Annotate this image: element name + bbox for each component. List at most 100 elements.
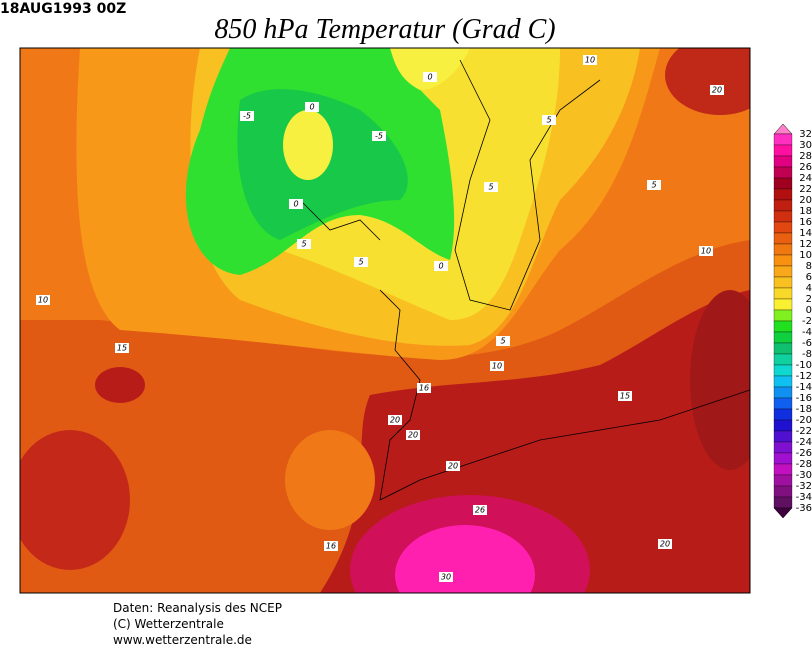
contour-label-bg [417,383,431,393]
colorbar-segment [773,408,793,421]
colorbar-segment [773,474,793,487]
contour-label-bg [36,295,50,305]
footer-line: Daten: Reanalysis des NCEP [113,601,282,615]
colorbar-segment [773,496,793,509]
colorbar-segment [773,265,793,278]
colorbar-segment [773,397,793,410]
colorbar-label: -32 [796,481,812,492]
colorbar-segment [773,364,793,377]
colorbar-segment [773,166,793,179]
contour-label-bg [406,430,420,440]
colorbar-end [773,123,793,135]
colorbar-label: 0 [806,305,812,316]
contour-label: 0 [427,73,432,82]
contour-label-bg [618,391,632,401]
contour-label: 5 [546,116,551,125]
contour-label-bg [484,182,498,192]
contour-label-bg [305,102,319,112]
colorbar-label: -36 [796,503,812,514]
colorbar-segment [773,430,793,443]
colorbar-segment [773,375,793,388]
contour-label-bg [658,539,672,549]
colorbar-label: 4 [806,283,812,294]
colorbar-label: 28 [799,151,812,162]
contour-label: 16 [419,384,429,393]
colorbar-segment [773,254,793,267]
contour-label: 5 [488,183,493,192]
contour-label-bg [473,505,487,515]
contour-label: 0 [293,200,298,209]
contour-label: 15 [117,344,127,353]
colorbar-label: -26 [796,448,812,459]
colorbar-segment [773,353,793,366]
contour-label: 5 [358,258,363,267]
colorbar-label: 8 [806,261,812,272]
contour-label-bg [388,415,402,425]
contour-label: 5 [500,337,505,346]
colorbar-segment [773,188,793,201]
contour-label-bg [354,257,368,267]
colorbar-label: -28 [796,459,812,470]
contour-label-bg [324,541,338,551]
colorbar-label: 20 [799,195,812,206]
contour-label-bg [647,180,661,190]
contour-label-bg [289,199,303,209]
colorbar-segment [773,320,793,333]
contour-label-bg [446,461,460,471]
colorbar-label: 6 [806,272,812,283]
colorbar-segment [773,177,793,190]
contour-label-bg [423,72,437,82]
contour-label: 0 [309,103,314,112]
colorbar-label: 18 [799,206,812,217]
colorbar-segment [773,144,793,157]
colorbar-label: -16 [796,393,812,404]
contour-label-bg [434,261,448,271]
colorbar-segment [773,221,793,234]
colorbar-label: -6 [802,338,812,349]
colorbar-segment [773,441,793,454]
map-frame [19,47,751,594]
contour-label-bg [372,131,386,141]
contour-label: 20 [408,431,418,440]
colorbar-end [773,507,793,519]
colorbar-label: -4 [802,327,812,338]
contour-label: 20 [448,462,458,471]
temperature-field [20,48,750,593]
colorbar-segment [773,419,793,432]
colorbar-label: 26 [799,162,812,173]
colorbar-label: -20 [796,415,812,426]
colorbar-label: -10 [796,360,812,371]
contour-label: 10 [585,56,595,65]
contour-label: 15 [620,392,630,401]
colorbar-segment [773,386,793,399]
colorbar-label: -34 [796,492,812,503]
colorbar-label: -2 [802,316,812,327]
contour-label: -5 [375,132,383,141]
title: 850 hPa Temperatur (Grad C) [214,14,555,45]
colorbar-label: -18 [796,404,812,415]
contour-label: 0 [438,262,443,271]
colorbar-segment [773,287,793,300]
contour-label: 10 [38,296,48,305]
contour-label: 16 [326,542,336,551]
colorbar-label: 32 [799,129,812,140]
colorbar-segment [773,298,793,311]
contour-label: 10 [701,247,711,256]
contour-label: 20 [712,86,722,95]
colorbar-segment [773,155,793,168]
contour-label-bg [439,572,453,582]
colorbar-label: -8 [802,349,812,360]
colorbar-label: 2 [806,294,812,305]
colorbar-label: -14 [796,382,812,393]
colorbar-label: -22 [796,426,812,437]
colorbar-label: 16 [799,217,812,228]
contour-label-bg [496,336,510,346]
colorbar-segment [773,243,793,256]
date: 18AUG1993 00Z [0,1,126,17]
contour-label-bg [490,361,504,371]
contour-label-bg [240,111,254,121]
contour-label: 20 [390,416,400,425]
colorbar-segment [773,331,793,344]
contour-label-bg [583,55,597,65]
colorbar-segment [773,463,793,476]
